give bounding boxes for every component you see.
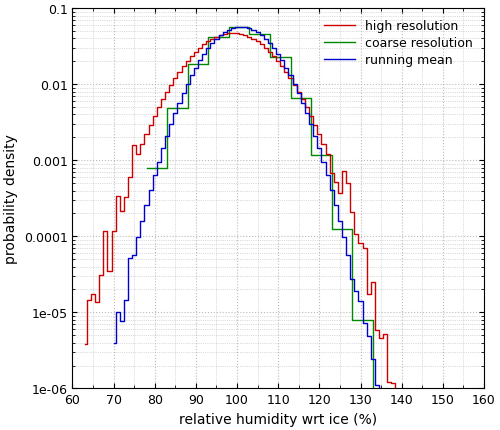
coarse resolution — [308, 153, 314, 158]
coarse resolution — [328, 227, 334, 232]
Line: high resolution: high resolution — [85, 34, 471, 430]
X-axis label: relative humidity wrt ice (%): relative humidity wrt ice (%) — [179, 412, 378, 426]
Line: coarse resolution: coarse resolution — [146, 28, 394, 430]
running mean — [110, 340, 116, 345]
coarse resolution — [246, 32, 252, 37]
high resolution — [230, 31, 236, 37]
running mean — [176, 101, 182, 106]
running mean — [238, 25, 244, 30]
Y-axis label: probability density: probability density — [4, 134, 18, 264]
high resolution — [98, 273, 104, 278]
coarse resolution — [267, 55, 273, 61]
coarse resolution — [288, 96, 294, 101]
Legend: high resolution, coarse resolution, running mean: high resolution, coarse resolution, runn… — [318, 15, 478, 72]
Line: running mean: running mean — [114, 28, 414, 430]
running mean — [210, 42, 216, 47]
coarse resolution — [164, 106, 170, 111]
coarse resolution — [350, 318, 356, 323]
running mean — [284, 66, 290, 71]
coarse resolution — [184, 62, 190, 68]
high resolution — [358, 241, 364, 246]
coarse resolution — [206, 35, 212, 40]
high resolution — [82, 341, 88, 347]
coarse resolution — [226, 25, 232, 31]
running mean — [172, 111, 178, 117]
high resolution — [350, 210, 356, 215]
high resolution — [370, 280, 376, 285]
coarse resolution — [370, 425, 376, 430]
coarse resolution — [144, 166, 150, 172]
high resolution — [374, 327, 380, 332]
high resolution — [152, 114, 158, 119]
running mean — [280, 59, 285, 64]
